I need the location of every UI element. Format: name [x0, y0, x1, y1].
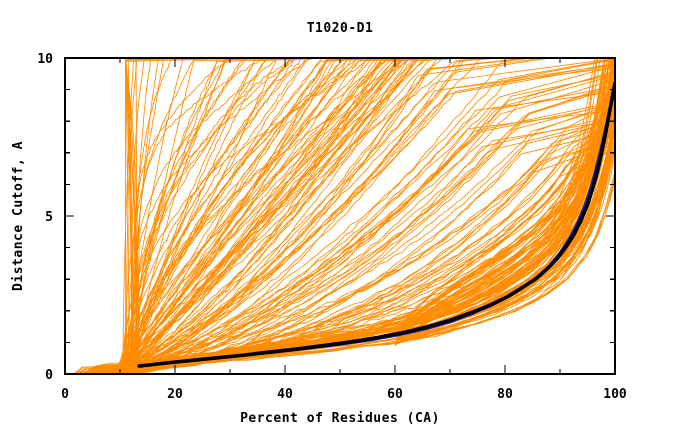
ensemble-curve-dense [394, 67, 615, 345]
ensemble-curve [97, 58, 463, 374]
ensemble-curve [109, 58, 436, 374]
ensemble-curve [113, 58, 376, 374]
axis-ticks [64, 57, 616, 375]
ensemble-curve [118, 58, 400, 374]
y-tick-label: 5 [45, 210, 53, 225]
ensemble-curve [127, 58, 266, 374]
ensemble-curve [120, 58, 281, 374]
ensemble-curve [102, 58, 416, 374]
x-tick-label: 20 [167, 387, 183, 402]
ensemble-curve [119, 58, 404, 374]
ensemble-curve [117, 58, 397, 374]
ensemble-curve-baseline [129, 58, 596, 363]
ensemble-curve [120, 58, 313, 374]
ensemble-curve [123, 58, 229, 374]
ensemble-curve [113, 58, 411, 374]
ensemble-curve [115, 58, 446, 374]
ensemble-curve-dense [394, 84, 615, 345]
x-tick-label: 0 [61, 387, 69, 402]
ensemble-curve [122, 58, 209, 374]
ensemble-curve [122, 58, 392, 374]
x-tick-label: 80 [497, 387, 513, 402]
ensemble-curve [122, 58, 203, 374]
ensemble-curve [99, 58, 611, 374]
ensemble-curve [125, 58, 331, 374]
ensemble-curve [103, 58, 611, 374]
ensemble-curve [114, 58, 245, 374]
ensemble-curve-baseline [146, 136, 615, 367]
ensemble-curve [114, 58, 307, 374]
ensemble-curve [113, 58, 364, 374]
ensemble-curve [108, 58, 482, 374]
ensemble-curve-baseline [149, 129, 615, 368]
ensemble-curve [122, 58, 265, 374]
ensemble-curve [121, 58, 329, 374]
ensemble-curve [122, 58, 219, 374]
ensemble-curve [98, 58, 537, 374]
reference-clip-group [137, 80, 615, 368]
ensemble-curve [114, 58, 329, 374]
y-axis-title: Distance Cutoff, A [11, 141, 26, 291]
x-tick-label: 100 [603, 387, 627, 402]
ensemble-curves-layer [70, 58, 615, 374]
chart-title: T1020-D1 [307, 21, 374, 36]
ensemble-curve-dense [394, 151, 615, 345]
ensemble-curve [125, 58, 333, 374]
ensemble-curve [110, 58, 453, 374]
ensemble-curve [105, 58, 467, 374]
ensemble-curve [117, 58, 314, 374]
ensemble-curve [126, 58, 204, 374]
ensemble-curve [112, 58, 420, 374]
ensemble-clip-group [70, 58, 615, 374]
ensemble-curve [110, 58, 315, 374]
ensemble-curve [112, 58, 270, 374]
ensemble-curve [96, 58, 554, 374]
y-tick-label: 10 [37, 52, 53, 67]
ensemble-curve-baseline [143, 58, 613, 366]
axis-tick-labels: 0 20 40 60 80 100 0 5 10 [37, 52, 627, 402]
x-axis-title: Percent of Residues (CA) [240, 411, 440, 426]
ensemble-curve [113, 58, 415, 374]
ensemble-curve [123, 58, 236, 374]
ensemble-curve-baseline [149, 125, 615, 369]
ensemble-curve-dense [394, 58, 614, 346]
ensemble-curve [116, 58, 127, 374]
ensemble-curve [100, 58, 612, 374]
ensemble-curve [109, 58, 359, 374]
ensemble-curve-dense [394, 58, 615, 345]
ensemble-curve-baseline [141, 100, 615, 368]
ensemble-curve-baseline [138, 58, 608, 365]
ensemble-curve [89, 58, 613, 374]
ensemble-curve [114, 58, 447, 374]
ensemble-curve-baseline [144, 58, 615, 366]
reference-curve [137, 81, 615, 368]
y-tick-label: 0 [45, 368, 53, 383]
ensemble-curve-baseline [127, 58, 599, 366]
reference-curve-layer [137, 80, 615, 368]
ensemble-curve-baseline [140, 58, 614, 366]
x-tick-label: 40 [277, 387, 293, 402]
ensemble-curve [97, 58, 504, 374]
ensemble-curve [102, 58, 427, 374]
ensemble-curve [122, 58, 133, 374]
ensemble-curve [110, 58, 331, 374]
x-tick-label: 60 [387, 387, 403, 402]
ensemble-curve-dense [394, 64, 615, 346]
ensemble-curve [123, 58, 275, 374]
ensemble-curve-baseline [128, 58, 601, 366]
ensemble-curve [108, 58, 441, 374]
ensemble-curve [100, 58, 612, 374]
